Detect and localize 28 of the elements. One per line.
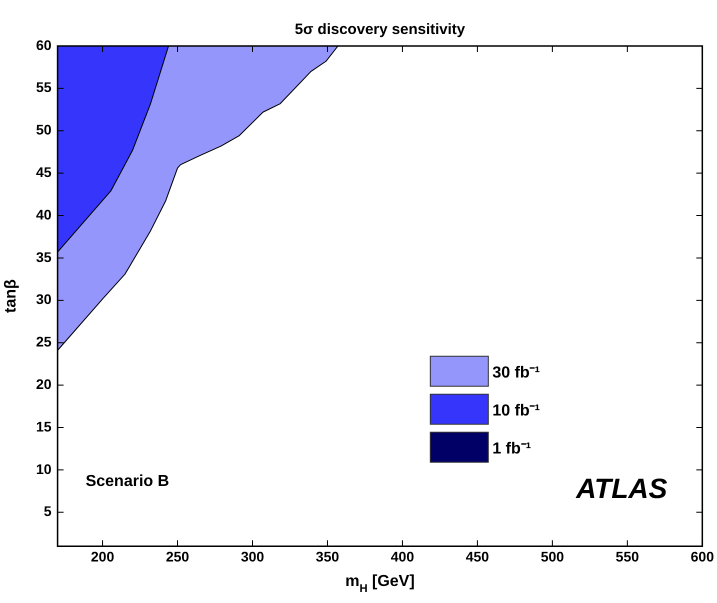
y-tick-label: 25 — [36, 334, 52, 350]
legend-label: 10 fb⁻¹ — [492, 402, 540, 420]
y-tick-label: 55 — [36, 79, 52, 96]
annotation: Scenario B — [86, 473, 170, 490]
x-tick-label: 500 — [540, 548, 564, 564]
x-tick-label: 200 — [90, 548, 114, 564]
y-tick-label: 15 — [36, 418, 52, 434]
y-tick-label: 30 — [36, 291, 52, 308]
legend-label: 30 fb⁻¹ — [492, 364, 540, 382]
x-tick-label: 250 — [166, 548, 190, 564]
y-axis-title: tanβ — [2, 278, 20, 313]
y-tick-label: 35 — [36, 248, 52, 265]
y-tick-label: 50 — [36, 122, 52, 138]
x-tick-label: 600 — [690, 548, 714, 564]
annotation: ATLAS — [575, 473, 668, 504]
y-tick-label: 20 — [36, 376, 52, 392]
chart-title: 5σ discovery sensitivity — [294, 21, 466, 38]
y-tick-label: 10 — [36, 460, 52, 477]
x-tick-label: 550 — [616, 548, 640, 564]
y-tick-label: 5 — [44, 503, 52, 520]
x-tick-label: 350 — [316, 548, 340, 564]
x-tick-label: 400 — [390, 548, 414, 564]
y-tick-label: 40 — [36, 206, 52, 222]
x-tick-label: 450 — [466, 548, 490, 564]
y-tick-label: 60 — [36, 36, 52, 53]
legend-label: 1 fb⁻¹ — [492, 440, 532, 458]
x-tick-label: 300 — [240, 548, 264, 564]
y-tick-label: 45 — [36, 164, 52, 180]
